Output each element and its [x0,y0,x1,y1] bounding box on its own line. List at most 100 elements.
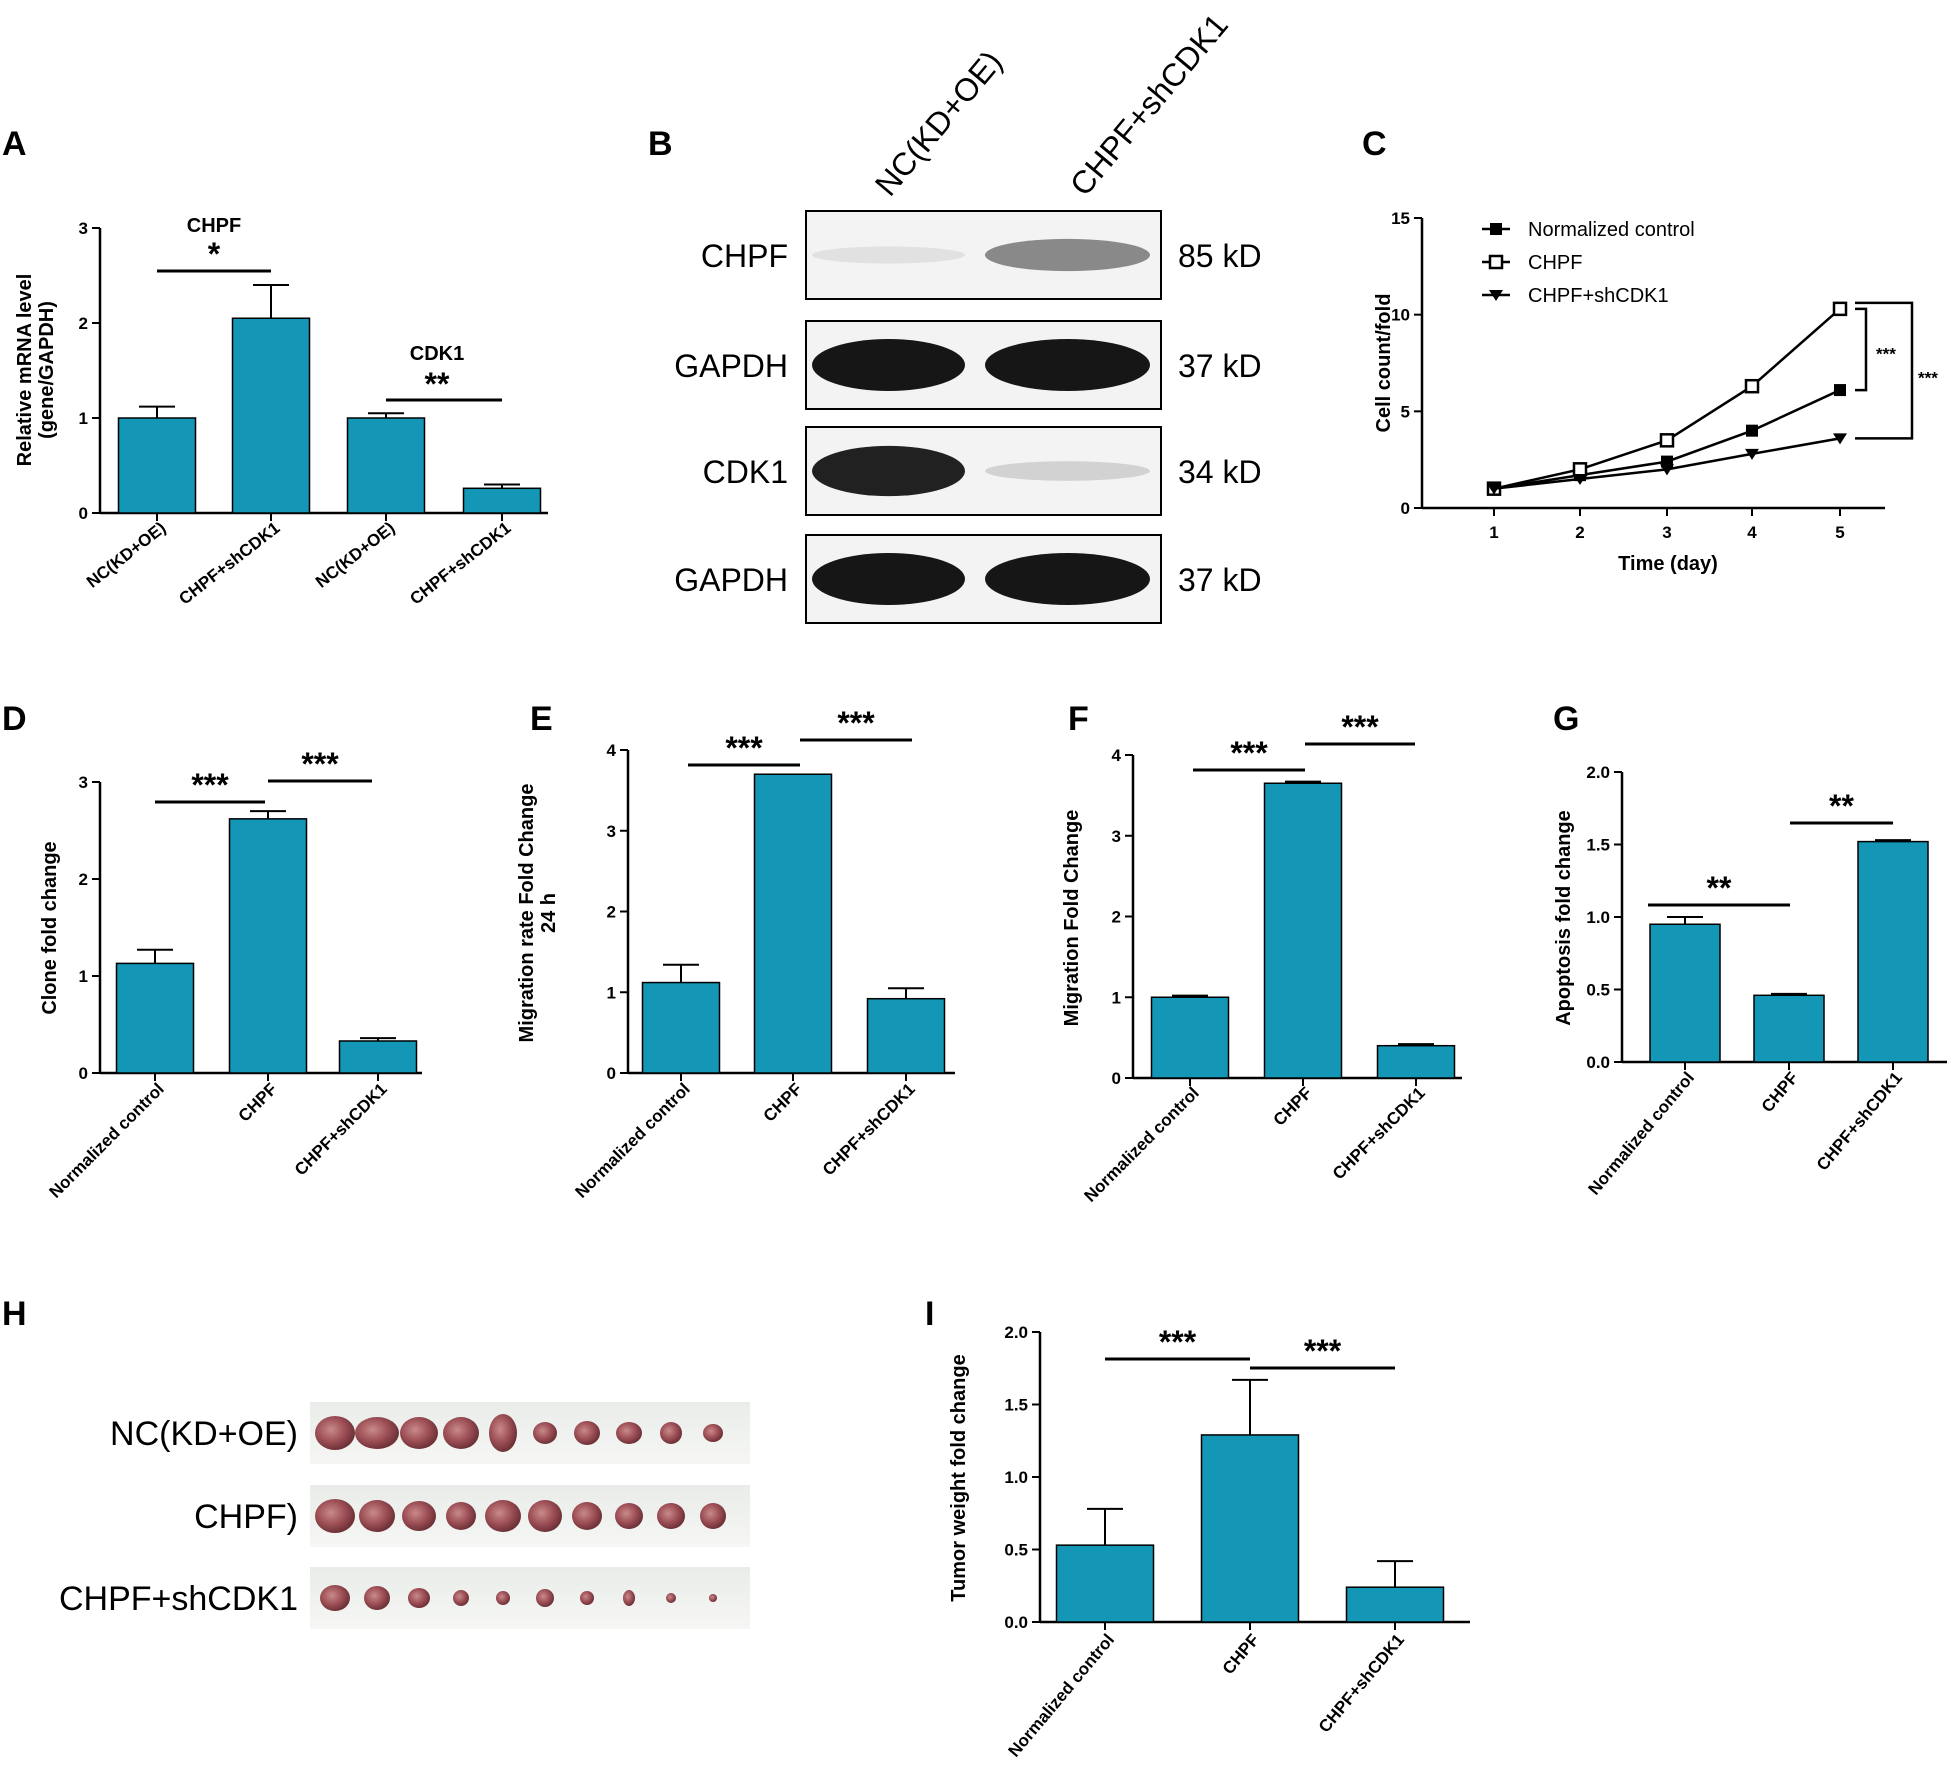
category-label: Normalized control [1081,1083,1203,1205]
panel-label-i: I [925,1295,934,1333]
bar [346,417,426,514]
marker-filled-triangle [1745,448,1759,460]
blot-row-gapdh: GAPDH 37 kD [674,534,1262,624]
marker-open-square [1832,301,1848,317]
y-tick-label: 1.5 [1004,1396,1028,1415]
bar [228,818,308,1074]
category-label: CHPF+shCDK1 [406,518,514,608]
y-tick-label: 0 [607,1064,616,1083]
bar [1200,1434,1300,1623]
y-tick-label: 1.0 [1586,908,1610,927]
bar [338,1040,418,1074]
bar-chart-e: 0 1 2 3 4 Normalized control CHPF CHPF+shCDK1 Mi… [516,705,955,1202]
panel-label-a: A [2,125,27,163]
tumor-specimen [453,1590,469,1606]
tumor-specimen [580,1591,594,1605]
lane-label: CHPF+shCDK1 [1063,7,1235,202]
tumor-specimen [657,1503,685,1529]
sig-stars: ** [1707,870,1732,906]
tumor-specimen [400,1417,438,1449]
tumor-specimen [320,1585,350,1611]
bar [866,997,946,1074]
tumor-row-label: CHPF+shCDK1 [59,1580,298,1618]
y-tick-label: 0.5 [1586,981,1610,1000]
category-label: Normalized control [1005,1630,1119,1760]
y-tick-label: 0.0 [1004,1613,1028,1632]
marker-filled-triangle [1487,483,1501,495]
y-axis-label: 24 h [538,893,560,933]
sig-bracket [1855,307,1868,392]
marker-filled-square [1746,424,1758,437]
blot-band [812,339,965,391]
y-tick-label: 3 [79,219,88,238]
series-chpf-shcdk1 [1487,433,1847,495]
marker-open-square [1659,433,1675,448]
y-tick-label: 0 [1401,499,1410,518]
marker-open-square [1488,254,1504,270]
y-axis-label: Clone fold change [39,841,61,1014]
bar-chart-g: 0.0 0.5 1.0 1.5 2.0 Normalized control CHPF CHP… [1553,763,1947,1199]
y-tick-label: 15 [1391,209,1410,228]
bar [753,773,833,1074]
tumor-row: CHPF) [194,1485,750,1547]
tumor-specimen [402,1501,436,1531]
x-tick-label: 5 [1835,523,1844,542]
y-axis-label: Cell count/fold [1373,294,1395,433]
x-axis-label: Time (day) [1618,553,1718,575]
molecular-weight-label: 37 kD [1178,348,1262,384]
bar [641,981,721,1074]
x-tick-label: 4 [1747,523,1757,542]
blot-band [985,339,1150,391]
blot-row-chpf: CHPF 85 kD [701,210,1262,300]
category-label: CHPF+shCDK1 [175,518,283,608]
panel-label-c: C [1362,125,1387,163]
y-axis-label: Apoptosis fold change [1553,810,1575,1026]
y-tick-label: 4 [1112,746,1122,765]
y-tick-label: 1 [79,409,88,428]
marker-filled-triangle [1573,474,1587,485]
category-label: CHPF+shCDK1 [291,1079,391,1179]
tumor-specimen [485,1500,521,1532]
tumor-specimen [364,1586,390,1610]
protein-label: GAPDH [674,348,788,384]
molecular-weight-label: 34 kD [1178,454,1262,490]
bar [1055,1544,1155,1623]
category-label: Normalized control [572,1079,694,1201]
y-tick-label: 0 [79,1064,88,1083]
series-chpf [1486,301,1848,496]
category-label: Normalized control [1585,1068,1699,1198]
tumor-specimen [700,1503,726,1529]
category-label: CHPF+shCDK1 [819,1079,919,1179]
bar [1649,923,1721,1063]
tumor-row-label: NC(KD+OE) [110,1415,298,1453]
panel-label-b: B [648,125,673,163]
blot-row-gapdh: GAPDH 37 kD [674,320,1262,410]
group-label-cdk1: CDK1 [410,343,464,365]
sig-stars: ** [1829,788,1854,824]
sig-stars: *** [1304,1333,1342,1369]
tumor-specimen [528,1500,562,1532]
y-tick-label: 0.0 [1586,1053,1610,1072]
y-tick-label: 2.0 [1586,763,1610,782]
tumor-specimen [355,1417,399,1449]
protein-label: CDK1 [703,454,788,490]
marker-filled-square [1834,384,1846,397]
marker-open-square [1744,378,1760,394]
bar-chart-f: 0 1 2 3 4 Normalized control CHPF CHPF+shCDK1 Mi… [1061,709,1462,1206]
sig-stars: *** [837,705,875,741]
y-tick-label: 0.5 [1004,1541,1028,1560]
tumor-specimen [703,1424,723,1442]
group-label-chpf: CHPF [187,215,241,237]
category-label: Normalized control [46,1079,168,1201]
y-tick-label: 0 [1112,1069,1121,1088]
bar [1345,1586,1445,1623]
tumor-specimen [615,1503,643,1529]
blot-band [812,445,965,497]
legend-label: CHPF [1528,252,1582,274]
y-tick-label: 2 [79,314,88,333]
tumor-specimen [408,1588,430,1608]
category-label: CHPF [1270,1083,1316,1129]
y-tick-label: 0 [79,504,88,523]
bar [117,417,197,514]
